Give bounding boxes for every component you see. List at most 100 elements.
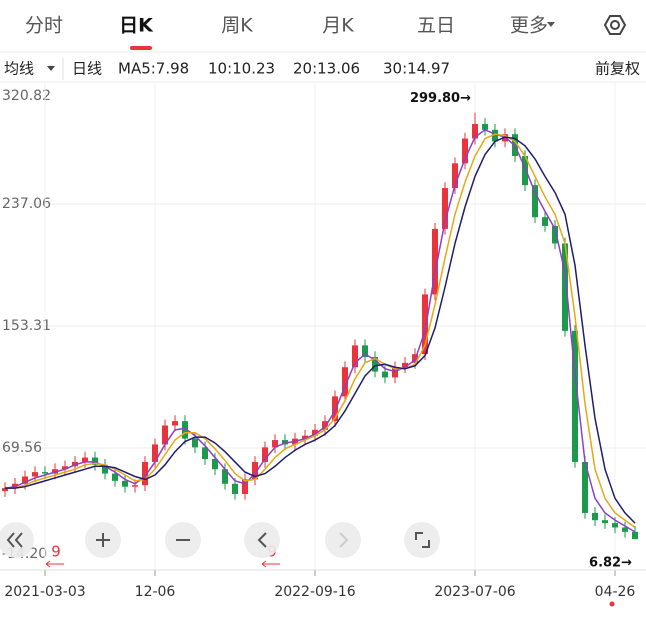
x-tick-label: 2021-03-03 <box>4 584 85 600</box>
candle-body <box>122 480 128 487</box>
settings-icon[interactable] <box>603 15 627 35</box>
settings-hex <box>603 15 627 35</box>
candle-body <box>252 461 258 480</box>
legend-entry: MA5:7.98 <box>118 60 189 78</box>
legend-entry: 10:10.23 <box>208 60 275 78</box>
ma-line <box>5 136 636 524</box>
candle-body <box>222 469 228 484</box>
candle-body <box>142 461 148 486</box>
button-bg <box>404 522 440 558</box>
button-icon <box>415 532 430 548</box>
button-icon <box>6 532 23 548</box>
candle-body <box>302 435 308 439</box>
tab[interactable]: 日K <box>119 15 154 37</box>
candle-body <box>182 421 188 439</box>
candle-body <box>232 483 238 494</box>
marker-label: 9 <box>51 543 61 561</box>
candle-body <box>82 457 88 462</box>
control-button[interactable] <box>404 522 440 558</box>
candle-body <box>32 472 38 477</box>
candle-body <box>572 330 578 462</box>
candle-body <box>342 367 348 397</box>
ma-menu[interactable]: 均线 <box>4 60 34 78</box>
tab[interactable]: 五日 <box>417 15 455 37</box>
candle-body <box>472 123 478 139</box>
control-button[interactable] <box>165 522 201 558</box>
candle-body <box>102 464 108 474</box>
settings-dot <box>610 20 620 30</box>
legend-entry: 20:13.06 <box>293 60 360 78</box>
candle-body <box>442 188 448 229</box>
candle-body <box>362 345 368 358</box>
candle-body <box>612 523 618 528</box>
candle-body <box>192 438 198 448</box>
candle-body <box>162 425 168 445</box>
x-tick-label: 2022-09-16 <box>274 584 355 600</box>
tab[interactable]: 月K <box>322 15 354 37</box>
candle-body <box>112 473 118 481</box>
candle-body <box>582 461 588 513</box>
candle-body <box>152 444 158 462</box>
x-tick-label: 12-06 <box>135 584 176 600</box>
last-dot <box>609 601 615 607</box>
candle-body <box>602 520 608 524</box>
button-icon <box>257 532 267 548</box>
candle-body <box>562 243 568 331</box>
candle-body <box>492 129 498 142</box>
candle-body <box>62 466 68 470</box>
candle-body <box>372 357 378 372</box>
candle-body <box>332 396 338 422</box>
candle-body <box>542 217 548 226</box>
candle-body <box>532 185 538 218</box>
candle-body <box>452 163 458 189</box>
candle-body <box>242 479 248 494</box>
tab[interactable]: 分时 <box>25 15 63 37</box>
control-button[interactable] <box>85 522 121 558</box>
candle-body <box>322 421 328 430</box>
control-button[interactable] <box>325 522 361 558</box>
candle-body <box>2 488 8 492</box>
x-tick-label: 04-26 <box>595 584 636 600</box>
candle-body <box>212 459 218 470</box>
candle-body <box>402 362 408 368</box>
button-icon <box>96 533 110 547</box>
marker-arrow <box>45 560 64 568</box>
more-caret <box>547 22 555 27</box>
button-bg <box>244 522 280 558</box>
control-button[interactable] <box>0 522 34 558</box>
button-icon <box>339 532 349 548</box>
candle-body <box>172 421 178 426</box>
candle-body <box>552 225 558 244</box>
candle-body <box>132 485 138 487</box>
y-tick-label: 69.56 <box>2 440 42 456</box>
max-label: 299.80→ <box>410 91 471 106</box>
candle-body <box>352 345 358 368</box>
y-tick-label: 237.06 <box>2 196 51 212</box>
candle-body <box>592 512 598 521</box>
candle-body <box>382 371 388 378</box>
period: 日线 <box>72 60 102 78</box>
candle-body <box>42 472 48 474</box>
candle-body <box>422 294 428 355</box>
plot: -14.2069.56153.31237.06320.822021-03-031… <box>0 81 646 607</box>
candle-body <box>632 531 638 540</box>
min-label: 6.82→ <box>589 556 632 571</box>
adjust[interactable]: 前复权 <box>595 60 640 78</box>
button-bg <box>325 522 361 558</box>
ma-line <box>4 128 636 533</box>
candle-body <box>272 440 278 448</box>
candle-body <box>312 429 318 436</box>
control-button[interactable] <box>244 522 280 558</box>
candle-body <box>202 447 208 460</box>
ma-caret <box>47 66 55 71</box>
y-tick-label: 153.31 <box>2 318 51 334</box>
tab[interactable]: 更多 <box>510 15 548 37</box>
active-tab-indicator <box>130 46 152 50</box>
legend-entry: 30:14.97 <box>383 60 450 78</box>
candle-body <box>522 156 528 186</box>
candle-body <box>462 138 468 164</box>
marker-arrow <box>261 560 280 568</box>
tab[interactable]: 周K <box>221 15 253 37</box>
